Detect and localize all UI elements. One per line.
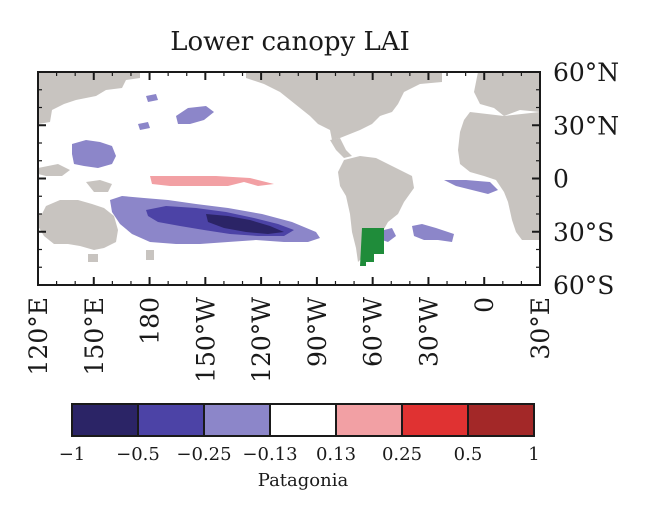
- lat-label: 30°N: [553, 111, 619, 140]
- colorbar-box: [401, 403, 469, 437]
- colorbar-box: [335, 403, 403, 437]
- colorbar-tick-label: 0.13: [316, 444, 356, 465]
- colorbar: −1 −0.5 −0.25 −0.13 0.13 0.25 0.5 1: [59, 403, 540, 465]
- land-masses: [38, 72, 540, 262]
- latitude-labels: 60°N 30°N 0 30°S 60°S: [553, 58, 619, 300]
- land-tasmania: [88, 254, 98, 262]
- colorbar-tick-label: −0.13: [242, 444, 297, 465]
- anomaly-patch-south-atlantic: [412, 224, 454, 242]
- colorbar-tick-label: −0.25: [176, 444, 231, 465]
- land-west-edge: [38, 214, 46, 228]
- colorbar-tick-label: 0.5: [454, 444, 483, 465]
- colorbar-boxes: [71, 403, 535, 437]
- anomaly-patch-small-north: [146, 94, 158, 102]
- anomaly-patch-equatorial-positive: [150, 176, 274, 186]
- colorbar-box: [137, 403, 205, 437]
- lon-label: 150°E: [80, 297, 109, 375]
- map-title: Lower canopy LAI: [170, 27, 410, 57]
- lat-label: 30°S: [553, 218, 614, 247]
- land-maritime-continent: [38, 164, 70, 176]
- lon-label: 0: [470, 297, 499, 313]
- anomaly-light-red: [150, 176, 274, 186]
- land-south-america: [338, 156, 414, 262]
- lon-label: 150°W: [191, 297, 220, 383]
- land-australia: [38, 200, 118, 250]
- land-europe: [474, 72, 540, 116]
- anomaly-patch-patagonia-east: [382, 228, 396, 242]
- anomaly-patch-north-pacific-center: [176, 106, 214, 124]
- colorbar-tick-label: 1: [528, 444, 539, 465]
- lon-label: 120°W: [247, 297, 276, 383]
- land-new-zealand: [146, 250, 154, 260]
- patagonia-region: [360, 228, 384, 266]
- colorbar-tick-label: −1: [59, 444, 86, 465]
- land-central-america: [330, 138, 352, 158]
- colorbar-box: [203, 403, 271, 437]
- land-asia: [38, 72, 140, 124]
- anomaly-peak-south-pacific: [206, 214, 284, 234]
- colorbar-labels: −1 −0.5 −0.25 −0.13 0.13 0.25 0.5 1: [59, 444, 540, 465]
- figure-caption: Patagonia: [258, 470, 349, 491]
- colorbar-box: [467, 403, 535, 437]
- colorbar-tick-label: −0.5: [116, 444, 160, 465]
- lon-label: 30°E: [526, 297, 555, 360]
- lai-anomaly-contours: [72, 94, 498, 244]
- lat-label: 60°N: [553, 58, 619, 87]
- ocean-background: [38, 72, 540, 285]
- colorbar-box: [269, 403, 337, 437]
- land-africa: [458, 112, 540, 240]
- lon-label: 30°W: [414, 297, 443, 367]
- anomaly-dark-blue: [206, 214, 284, 234]
- anomaly-patch-atlantic-equator: [444, 180, 498, 194]
- colorbar-box: [71, 403, 139, 437]
- colorbar-tick-label: 0.25: [382, 444, 422, 465]
- land-new-guinea: [86, 180, 112, 192]
- lat-label: 0: [553, 165, 569, 194]
- land-north-america: [246, 72, 442, 140]
- anomaly-patch-small-mid: [138, 122, 150, 130]
- lat-label: 60°S: [553, 271, 614, 300]
- map-content: [38, 72, 540, 266]
- anomaly-patch-north-pacific-west: [72, 140, 116, 168]
- lon-label: 90°W: [303, 297, 332, 367]
- longitude-labels: 120°E 150°E 180 150°W 120°W 90°W 60°W 30°W 0 30°E: [24, 297, 555, 383]
- lon-label: 60°W: [359, 297, 388, 367]
- lon-label: 120°E: [24, 297, 53, 375]
- lon-label: 180: [136, 297, 165, 345]
- axis-ticks: [37, 71, 541, 286]
